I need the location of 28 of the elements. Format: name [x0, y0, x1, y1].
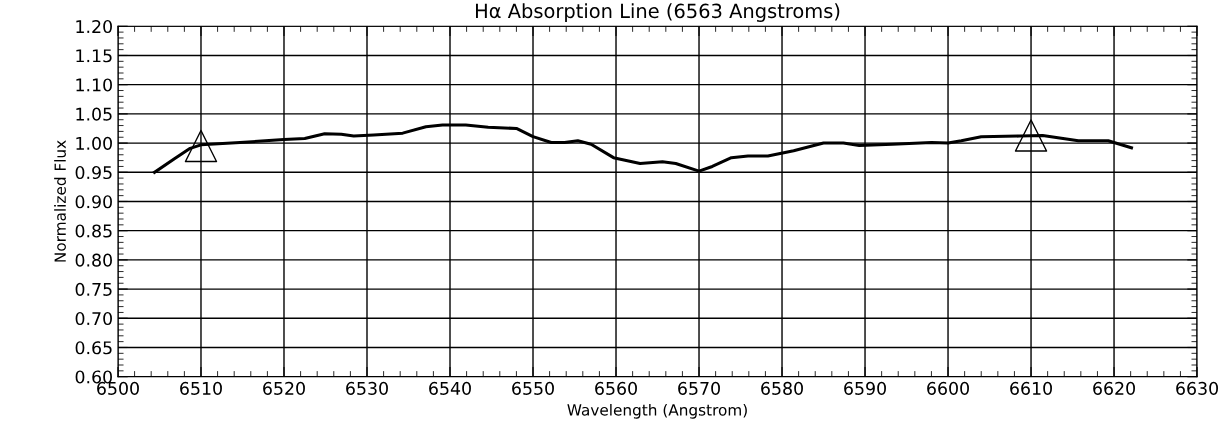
x-tick-label: 6530	[346, 381, 388, 395]
chart-title: Hα Absorption Line (6563 Angstroms)	[476, 3, 840, 22]
x-tick-label: 6540	[429, 381, 471, 395]
x-axis-title: Wavelength (Angstrom)	[567, 403, 747, 419]
y-tick-label: 1.05	[76, 107, 112, 121]
x-tick-label: 6590	[844, 381, 886, 395]
x-tick-label: 6610	[1010, 381, 1052, 395]
x-tick-label: 6520	[263, 381, 305, 395]
x-tick-label: 6630	[1176, 381, 1218, 395]
y-tick-label: 0.70	[75, 311, 112, 326]
y-tick-label: 0.75	[75, 282, 112, 296]
y-tick-label: 0.95	[75, 165, 112, 180]
y-axis-title: Normalized Flux	[54, 140, 66, 262]
y-tick-label: 0.65	[75, 341, 112, 355]
y-tick-label: 0.85	[75, 224, 112, 238]
x-tick-label: 6560	[595, 381, 637, 395]
y-tick-label: 1.15	[76, 49, 112, 63]
x-tick-label: 6620	[1093, 381, 1135, 395]
y-tick-label: 0.90	[75, 195, 112, 209]
y-tick-label: 1.00	[76, 136, 112, 150]
x-tick-label: 6550	[512, 381, 554, 395]
y-tick-label: 0.80	[75, 253, 112, 267]
x-tick-label: 6580	[761, 381, 803, 395]
x-tick-label: 6570	[678, 381, 720, 395]
y-tick-label: 1.10	[76, 78, 112, 92]
x-tick-label: 6510	[180, 381, 222, 395]
x-tick-label: 6600	[927, 381, 969, 395]
y-tick-label: 1.20	[76, 19, 112, 34]
